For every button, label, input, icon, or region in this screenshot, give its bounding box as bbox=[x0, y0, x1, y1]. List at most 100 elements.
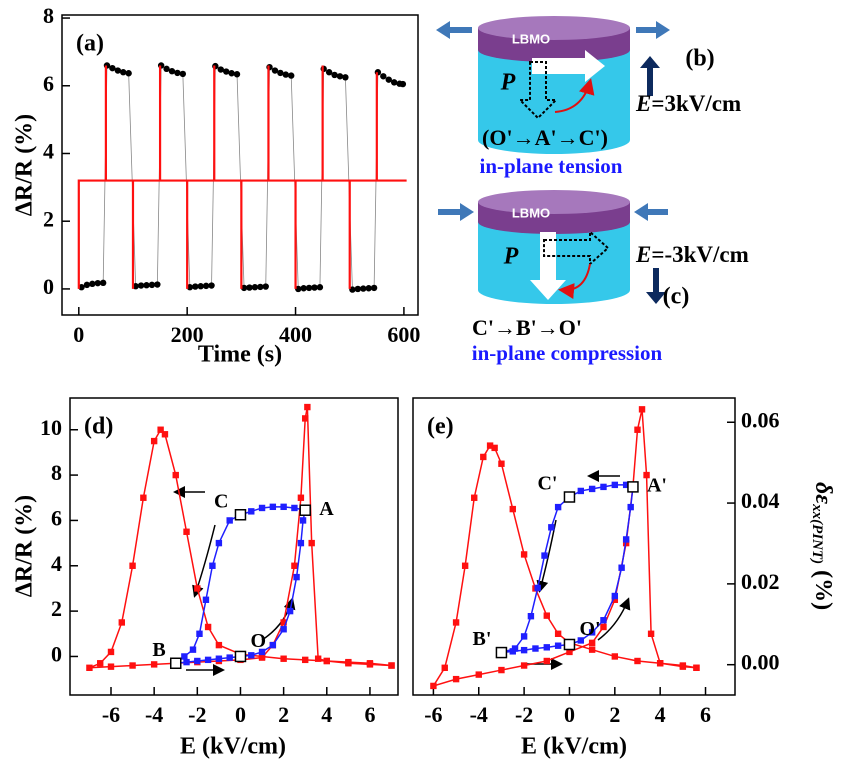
x-tick-label: 4 bbox=[321, 702, 332, 727]
point bbox=[202, 282, 210, 290]
point bbox=[226, 654, 233, 661]
point bbox=[316, 284, 324, 291]
point bbox=[588, 646, 596, 653]
polarization-arrow bbox=[532, 50, 605, 82]
point bbox=[366, 661, 374, 668]
field-arrow bbox=[646, 268, 666, 304]
point bbox=[486, 442, 494, 449]
point bbox=[534, 584, 541, 592]
point bbox=[566, 648, 573, 656]
strain-arrow-head bbox=[436, 21, 450, 39]
x-axis-label: E (kV/cm) bbox=[521, 734, 627, 760]
series-line bbox=[173, 506, 307, 665]
y-tick-label: 0 bbox=[43, 274, 54, 299]
point bbox=[233, 71, 241, 78]
point bbox=[365, 285, 372, 292]
point bbox=[600, 483, 607, 491]
point bbox=[288, 72, 295, 79]
point bbox=[302, 656, 309, 664]
point bbox=[541, 552, 548, 559]
field-value: =3kV/cm bbox=[651, 91, 741, 116]
y-tick-label: 4 bbox=[51, 551, 62, 576]
point bbox=[471, 494, 478, 501]
panel-label: (a) bbox=[76, 31, 104, 57]
x-tick-label: 0 bbox=[564, 702, 575, 727]
point bbox=[325, 69, 333, 76]
point bbox=[269, 641, 277, 649]
polarization-arrow bbox=[517, 61, 559, 120]
annotated-point bbox=[299, 504, 311, 516]
field-symbol: E bbox=[635, 91, 651, 116]
x-tick-label: 6 bbox=[700, 702, 711, 727]
point bbox=[388, 662, 395, 669]
point bbox=[222, 68, 230, 75]
point bbox=[109, 64, 116, 72]
x-tick-label: 6 bbox=[364, 702, 375, 727]
plot-area bbox=[77, 62, 407, 293]
point bbox=[291, 562, 298, 569]
point bbox=[129, 562, 136, 569]
point bbox=[208, 282, 215, 289]
annotation: A bbox=[319, 498, 334, 520]
point bbox=[192, 283, 199, 290]
point bbox=[277, 69, 284, 77]
x-tick-label: -2 bbox=[188, 702, 206, 727]
field-arrow bbox=[640, 56, 660, 96]
y-tick-label: 10 bbox=[40, 415, 62, 440]
point bbox=[520, 551, 528, 558]
point bbox=[554, 503, 562, 511]
y2-tick-label: 0.04 bbox=[741, 488, 780, 513]
point bbox=[215, 539, 223, 547]
point bbox=[99, 279, 107, 287]
point bbox=[360, 285, 367, 292]
point bbox=[118, 619, 125, 626]
y2-tick-label: 0.00 bbox=[741, 650, 780, 675]
point bbox=[189, 646, 197, 653]
x-tick-label: 0 bbox=[235, 702, 246, 727]
point bbox=[251, 284, 259, 291]
point bbox=[475, 671, 482, 678]
point bbox=[611, 592, 619, 600]
point bbox=[197, 283, 204, 290]
point bbox=[280, 655, 287, 662]
point bbox=[452, 675, 460, 683]
point bbox=[520, 633, 528, 640]
annotation: C bbox=[214, 490, 228, 512]
series-line bbox=[77, 65, 407, 289]
point bbox=[693, 664, 700, 671]
y-tick-label: 6 bbox=[51, 505, 62, 530]
point bbox=[638, 406, 646, 413]
point bbox=[248, 508, 255, 515]
point bbox=[154, 281, 161, 288]
point bbox=[295, 285, 302, 293]
point bbox=[342, 74, 349, 81]
y-axis-label: ΔR/R (%) bbox=[12, 114, 38, 216]
point bbox=[611, 653, 619, 660]
point bbox=[532, 645, 539, 652]
x-tick-label: 4 bbox=[655, 702, 666, 727]
point bbox=[331, 71, 338, 79]
frame bbox=[61, 14, 419, 316]
point bbox=[314, 655, 322, 662]
point bbox=[679, 663, 687, 670]
point bbox=[143, 282, 150, 289]
y-axis-label: ΔR/R (%) bbox=[12, 495, 38, 597]
point bbox=[246, 284, 253, 291]
point bbox=[181, 653, 188, 660]
switch-arrow bbox=[554, 78, 595, 113]
point bbox=[172, 471, 179, 479]
point bbox=[543, 612, 550, 619]
panel-label: (b) bbox=[685, 46, 714, 72]
y-tick-label: 2 bbox=[51, 596, 62, 621]
point bbox=[280, 626, 287, 633]
point bbox=[262, 283, 269, 290]
panel-label: (d) bbox=[84, 414, 113, 440]
point bbox=[183, 658, 190, 666]
point bbox=[627, 503, 634, 511]
point bbox=[647, 630, 655, 637]
caption: in-plane tension bbox=[480, 154, 623, 178]
point bbox=[257, 283, 264, 291]
y2-label-subscript: xx(PINT) bbox=[809, 503, 825, 564]
annotated-point bbox=[495, 646, 508, 659]
point bbox=[271, 67, 279, 74]
